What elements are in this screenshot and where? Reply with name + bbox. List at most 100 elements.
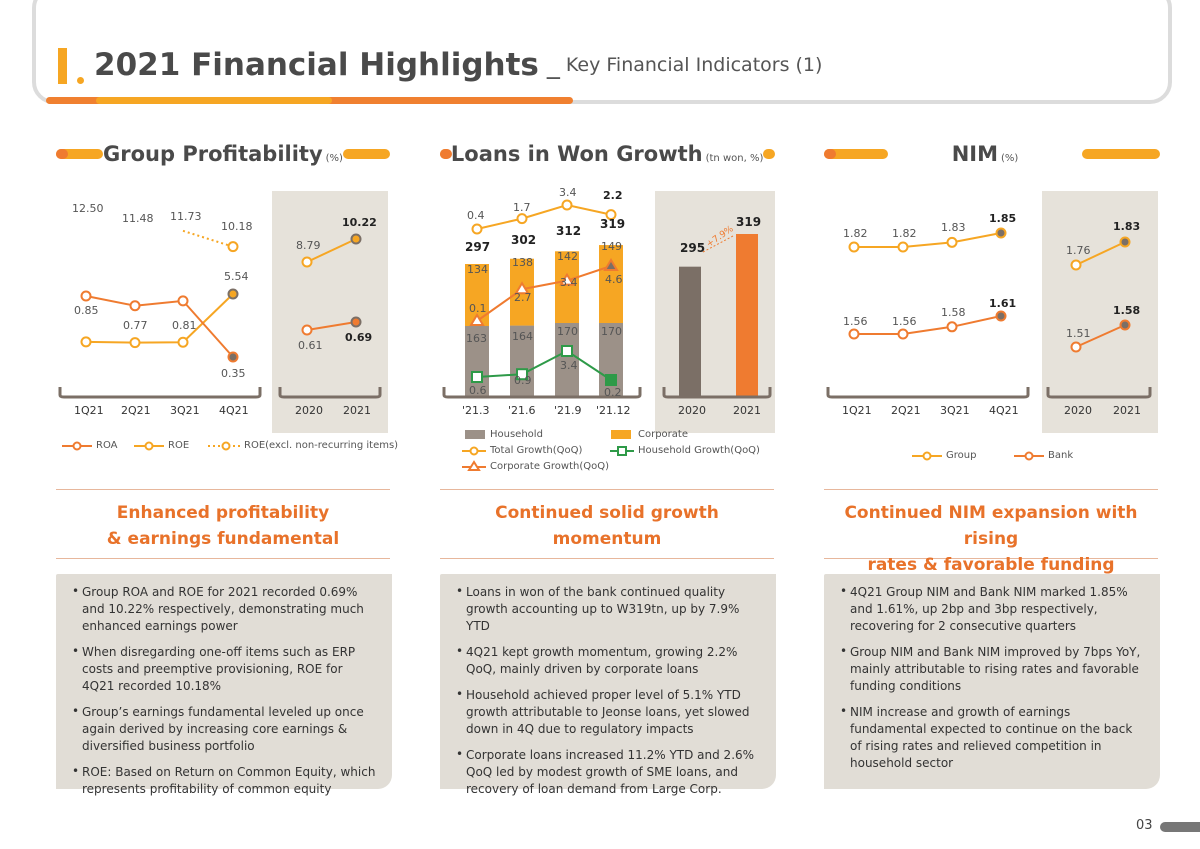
nim-notes: 4Q21 Group NIM and Bank NIM marked 1.85%… xyxy=(824,574,1160,789)
tick-21-3: '21.3 xyxy=(462,404,490,417)
bank-label-2q21: 1.56 xyxy=(892,315,917,328)
heading-pill-right xyxy=(342,149,390,159)
axis-bracket-annual xyxy=(662,387,772,399)
roe-point xyxy=(80,336,92,348)
household-growth-point xyxy=(471,371,483,383)
annual-box-nim xyxy=(1042,191,1158,433)
tick-3q21: 3Q21 xyxy=(170,404,200,417)
total-growth-point xyxy=(605,209,617,221)
annual-roe-2021: 10.22 xyxy=(342,216,377,229)
roa-point xyxy=(227,351,239,363)
page-number: 03 xyxy=(1136,818,1153,833)
legend-hh-growth-marker xyxy=(617,446,627,456)
tick-21-12: '21.12 xyxy=(596,404,631,417)
bank-label-1q21: 1.56 xyxy=(843,315,868,328)
roe-line xyxy=(85,293,234,344)
loans-title: Loans in Won Growth xyxy=(450,142,703,166)
roa-point xyxy=(80,290,92,302)
annual-growth-connector xyxy=(702,235,734,253)
annual-roa-point xyxy=(301,324,313,336)
header-frame xyxy=(32,0,1172,104)
annual-bar-2021 xyxy=(736,234,758,396)
roe-excl-line xyxy=(182,229,234,248)
roe-point xyxy=(129,337,141,349)
legend-household: Household xyxy=(490,429,543,440)
roe-point xyxy=(177,336,189,348)
group-label-4q21: 1.85 xyxy=(989,212,1017,225)
legend-group: Group xyxy=(946,450,977,461)
corporate-label-1: 138 xyxy=(512,256,533,269)
tick-2020: 2020 xyxy=(295,404,323,417)
legend-roe-excl: ROE(excl. non-recurring items) xyxy=(244,440,399,451)
annual-roa-point xyxy=(350,316,362,328)
annual-group-point xyxy=(1070,259,1082,271)
bank-nim-point xyxy=(897,328,909,340)
corporate-label-3: 149 xyxy=(601,240,622,253)
title-text: 2021 Financial Highlights xyxy=(94,47,539,83)
bank-nim-point xyxy=(995,310,1007,322)
note-item: Group ROA and ROE for 2021 recorded 0.69… xyxy=(72,583,378,635)
annual-bank-point xyxy=(1119,319,1131,331)
profitability-summary: Enhanced profitability & earnings fundam… xyxy=(56,500,390,552)
title-underline-yellow xyxy=(96,97,332,104)
annual-loan-2020: 295 xyxy=(680,241,706,255)
roa-label-4q21: 0.35 xyxy=(221,367,246,380)
hh-growth-label-3: 0.2 xyxy=(604,386,622,399)
corporate-label-0: 134 xyxy=(467,263,488,276)
axis-bracket-quarterly xyxy=(442,387,642,399)
note-item: Loans in won of the bank continued quali… xyxy=(456,583,762,635)
hh-growth-label-0: 0.6 xyxy=(469,384,487,397)
summary-rule-bottom xyxy=(440,558,774,559)
summary-rule-bottom xyxy=(824,558,1158,559)
annual-roa-2020: 0.61 xyxy=(298,339,323,352)
note-item: ROE: Based on Return on Common Equity, w… xyxy=(72,763,378,798)
nim-unit: (%) xyxy=(1000,153,1019,164)
corp-growth-label-3: 4.6 xyxy=(605,273,623,286)
note-item: 4Q21 Group NIM and Bank NIM marked 1.85%… xyxy=(840,583,1146,635)
heading-pill-right xyxy=(1081,149,1160,159)
corporate-bar xyxy=(555,251,579,323)
annual-box-profitability xyxy=(272,191,388,433)
roe-label-1q21: 12.50 xyxy=(72,202,104,215)
annual-roe-line xyxy=(306,238,357,263)
axis-bracket-quarterly xyxy=(826,387,1030,399)
tick-nim-2q21: 2Q21 xyxy=(891,404,921,417)
summary-rule-bottom xyxy=(56,558,390,559)
household-label-3: 170 xyxy=(601,325,622,338)
corporate-growth-line xyxy=(476,265,612,322)
roe-point-4q21 xyxy=(227,288,239,300)
legend-total-growth: Total Growth(QoQ) xyxy=(490,445,583,456)
corporate-growth-point xyxy=(514,281,530,295)
roa-line xyxy=(85,295,234,358)
summary-line-1: Continued solid growth xyxy=(495,503,719,523)
note-item: Group’s earnings fundamental leveled up … xyxy=(72,703,378,755)
annual-group-point xyxy=(1119,236,1131,248)
group-label-1q21: 1.82 xyxy=(843,227,868,240)
page-tab xyxy=(1160,822,1200,832)
corp-growth-label-0: 0.1 xyxy=(469,302,487,315)
total-growth-label-2: 3.4 xyxy=(559,186,577,199)
heading-pill-right xyxy=(763,149,775,159)
legend-roe-marker xyxy=(144,441,154,451)
roe-excl-label-4q21: 10.18 xyxy=(221,220,253,233)
tick-4q21: 4Q21 xyxy=(219,404,249,417)
note-item: When disregarding one-off items such as … xyxy=(72,643,378,695)
household-bar xyxy=(510,325,534,396)
household-bar xyxy=(465,326,489,396)
legend-total-growth-marker xyxy=(469,446,479,456)
total-growth-line xyxy=(476,203,612,230)
legend-roe-excl-marker xyxy=(221,441,231,451)
bank-nim-point xyxy=(946,321,958,333)
bank-label-4q21: 1.61 xyxy=(989,297,1017,310)
loans-summary: Continued solid growth momentum xyxy=(440,500,774,552)
household-growth-line xyxy=(476,349,612,381)
total-growth-point xyxy=(561,199,573,211)
roe-label-3q21: 11.73 xyxy=(170,210,202,223)
roe-excl-point xyxy=(227,241,239,253)
axis-bracket-annual xyxy=(278,387,382,399)
summary-rule-top xyxy=(56,489,390,490)
hh-growth-label-1: 0.9 xyxy=(514,374,532,387)
annual-loan-2021: 319 xyxy=(736,215,762,229)
total-label-0: 297 xyxy=(465,240,491,254)
